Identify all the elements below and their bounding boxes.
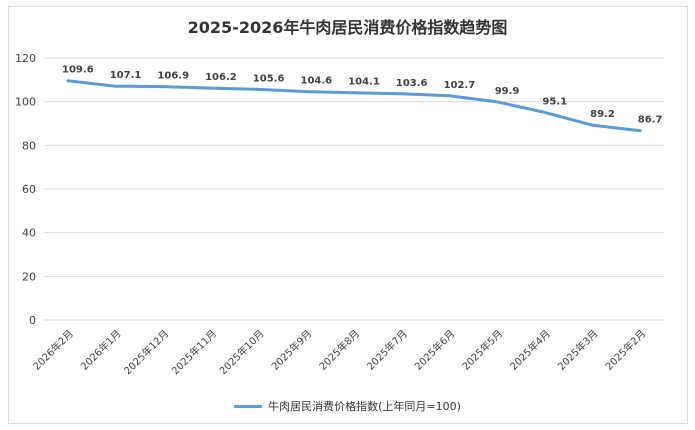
series-line: [66, 79, 642, 133]
x-tick-label: 2025年3月: [555, 327, 601, 373]
chart-frame: [8, 6, 688, 424]
legend: 牛肉居民消费价格指数(上年同月=100): [0, 398, 695, 414]
x-tick-label: 2025年10月: [216, 327, 266, 377]
data-label: 106.2: [205, 72, 237, 83]
y-tick-label: 100: [15, 96, 36, 109]
y-tick-label: 20: [22, 270, 36, 283]
chart-title: 2025-2026年牛肉居民消费价格指数趋势图: [187, 18, 508, 37]
x-tick-label: 2025年12月: [121, 327, 171, 377]
y-axis-tick-labels: 0 20 40 60 80 100 120: [15, 52, 36, 327]
data-label: 89.2: [590, 109, 615, 120]
data-label: 109.6: [62, 65, 94, 76]
data-label: 105.6: [253, 73, 285, 84]
data-label: 102.7: [444, 80, 476, 91]
data-label: 104.6: [300, 76, 332, 87]
y-tick-label: 0: [29, 314, 36, 327]
data-label: 107.1: [110, 70, 142, 81]
x-tick-label: 2025年9月: [269, 327, 315, 373]
y-tick-label: 60: [22, 183, 36, 196]
data-label: 103.6: [396, 78, 428, 89]
y-tick-label: 40: [22, 227, 36, 240]
y-tick-label: 120: [15, 52, 36, 65]
y-tick-label: 80: [22, 139, 36, 152]
x-tick-label: 2025年7月: [364, 327, 410, 373]
data-label: 106.9: [157, 71, 189, 82]
x-tick-label: 2026年2月: [30, 327, 76, 373]
gridlines: [44, 57, 664, 321]
x-tick-label: 2026年1月: [78, 327, 124, 373]
data-label: 95.1: [542, 96, 567, 107]
x-tick-label: 2025年11月: [169, 327, 219, 377]
data-label: 104.1: [348, 77, 380, 88]
legend-swatch: [234, 404, 263, 408]
legend-label: 牛肉居民消费价格指数(上年同月=100): [268, 400, 461, 413]
data-label: 86.7: [638, 115, 663, 126]
x-tick-label: 2025年6月: [412, 327, 458, 373]
x-tick-label: 2025年8月: [316, 327, 362, 373]
x-tick-label: 2025年4月: [507, 327, 553, 373]
data-labels: 109.6 107.1 106.9 106.2 105.6 104.6 104.1 103.6…: [62, 65, 662, 126]
x-tick-label: 2025年2月: [602, 327, 648, 373]
x-tick-label: 2025年5月: [459, 327, 505, 373]
data-label: 99.9: [495, 86, 520, 97]
